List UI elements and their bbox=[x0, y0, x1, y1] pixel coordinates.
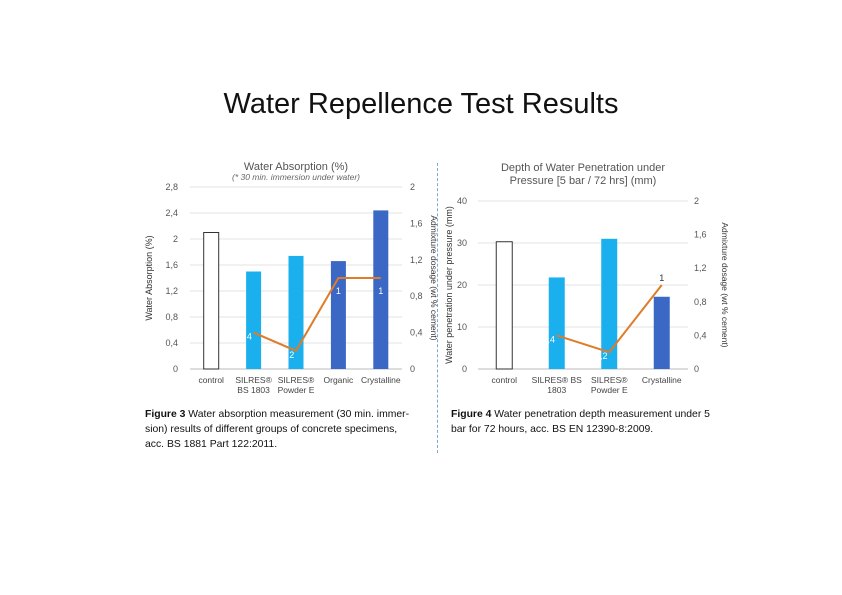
chart1-bar bbox=[203, 232, 220, 370]
chart2-dosage-label: 1 bbox=[659, 273, 664, 283]
chart2-dosage-label: 0,2 bbox=[595, 351, 608, 361]
chart1-y2-tick-label: 2 bbox=[410, 182, 415, 192]
chart1-category-label: SILRES® bbox=[235, 375, 272, 385]
chart1-category-label: BS 1803 bbox=[237, 385, 270, 395]
figure-3-caption: Figure 3 Water absorption measurement (3… bbox=[145, 407, 435, 452]
chart1-y-tick-label: 2,8 bbox=[165, 182, 178, 192]
chart1-y-tick-label: 0 bbox=[173, 364, 178, 374]
chart1-y-tick-label: 2,4 bbox=[165, 208, 178, 218]
chart2-y2-tick-label: 0,8 bbox=[694, 297, 707, 307]
chart1-subtitle: (* 30 min. immersion under water) bbox=[232, 172, 360, 182]
chart1-y-tick-label: 2 bbox=[173, 234, 178, 244]
chart2-y2-tick-label: 2 bbox=[694, 196, 699, 206]
chart2-bar bbox=[548, 277, 565, 369]
figure-3-text-3: acc. BS 1881 Part 122:2011. bbox=[145, 439, 278, 450]
figure-4-label: Figure 4 bbox=[451, 409, 492, 420]
chart1-title: Water Absorption (%) bbox=[244, 161, 348, 173]
chart2-bar bbox=[601, 238, 618, 369]
chart2-category-label: 1803 bbox=[547, 385, 566, 395]
chart1-y-axis-label: Water Absorption (%) bbox=[144, 235, 154, 320]
chart1-y2-tick-label: 0,8 bbox=[410, 291, 423, 301]
chart2-y-tick-label: 30 bbox=[457, 238, 467, 248]
chart1-y-tick-label: 1,2 bbox=[165, 286, 178, 296]
chart2-y-tick-label: 20 bbox=[457, 280, 467, 290]
chart1-dosage-label: 1 bbox=[378, 286, 383, 296]
chart2-title-line: Pressure [5 bar / 72 hrs] (mm) bbox=[510, 175, 657, 187]
chart1-y2-axis-label: Admixture dosage (wt % cement) bbox=[429, 215, 439, 340]
chart1-category-label: Organic bbox=[324, 375, 355, 385]
chart1-bar bbox=[330, 261, 346, 369]
chart2-category-label: SILRES® BS bbox=[532, 375, 583, 385]
chart1-category-label: control bbox=[198, 375, 224, 385]
chart2-y2-tick-label: 0 bbox=[694, 364, 699, 374]
chart2-y2-tick-label: 1,6 bbox=[694, 230, 707, 240]
chart2-bar bbox=[495, 241, 513, 370]
figure-4-text-1: Water penetration depth measurement unde… bbox=[491, 409, 710, 420]
chart2-title-line: Depth of Water Penetration under bbox=[501, 162, 665, 174]
figure-4-text-2: bar for 72 hours, acc. BS EN 12390-8:200… bbox=[451, 424, 654, 435]
chart2-y2-axis-label: Admixture dosage (wt % cement) bbox=[720, 222, 730, 347]
chart1-bar bbox=[246, 271, 262, 369]
chart1-category-label: SILRES® bbox=[278, 375, 315, 385]
chart1-y-tick-label: 0,4 bbox=[165, 338, 178, 348]
chart1-category-label: Crystalline bbox=[361, 375, 401, 385]
chart1-dosage-label: 0,2 bbox=[282, 350, 295, 360]
chart2-y2-tick-label: 1,2 bbox=[694, 263, 707, 273]
chart1-y2-tick-label: 1,2 bbox=[410, 255, 423, 265]
chart2-y-tick-label: 10 bbox=[457, 322, 467, 332]
chart1-y-tick-label: 0,8 bbox=[165, 312, 178, 322]
chart2-dosage-label: 0,4 bbox=[542, 334, 555, 344]
chart2-category-label: SILRES® bbox=[591, 375, 628, 385]
chart2-y-tick-label: 40 bbox=[457, 196, 467, 206]
chart1-y2-tick-label: 1,6 bbox=[410, 218, 423, 228]
chart1-y-tick-label: 1,6 bbox=[165, 260, 178, 270]
chart2-category-label: Powder E bbox=[591, 385, 628, 395]
chart1-y2-tick-label: 0,4 bbox=[410, 328, 423, 338]
chart1-dosage-label: 1 bbox=[336, 286, 341, 296]
chart1-bar bbox=[373, 210, 389, 369]
chart2-y-axis-label: Water penetration under pressure (mm) bbox=[444, 206, 454, 364]
figure-3-label: Figure 3 bbox=[145, 409, 186, 420]
chart2-y2-tick-label: 0,4 bbox=[694, 330, 707, 340]
panel-divider bbox=[437, 163, 438, 453]
chart1-y2-tick-label: 0 bbox=[410, 364, 415, 374]
chart2-category-label: Crystalline bbox=[642, 375, 682, 385]
figure-3-text-2: sion) results of different groups of con… bbox=[145, 424, 398, 435]
chart2-y-tick-label: 0 bbox=[462, 364, 467, 374]
chart1-category-label: Powder E bbox=[278, 385, 315, 395]
chart2-category-label: control bbox=[491, 375, 517, 385]
chart1-dosage-line bbox=[253, 277, 381, 353]
chart2-bar bbox=[653, 296, 670, 369]
chart2-dosage-line bbox=[556, 284, 663, 354]
chart1-bar bbox=[288, 255, 304, 369]
figure-3-text-1: Water absorption measurement (30 min. im… bbox=[185, 409, 410, 420]
figure-4-caption: Figure 4 Water penetration depth measure… bbox=[451, 407, 751, 437]
slide-title: Water Repellence Test Results bbox=[223, 88, 619, 120]
chart1-dosage-label: 0,4 bbox=[239, 332, 252, 342]
